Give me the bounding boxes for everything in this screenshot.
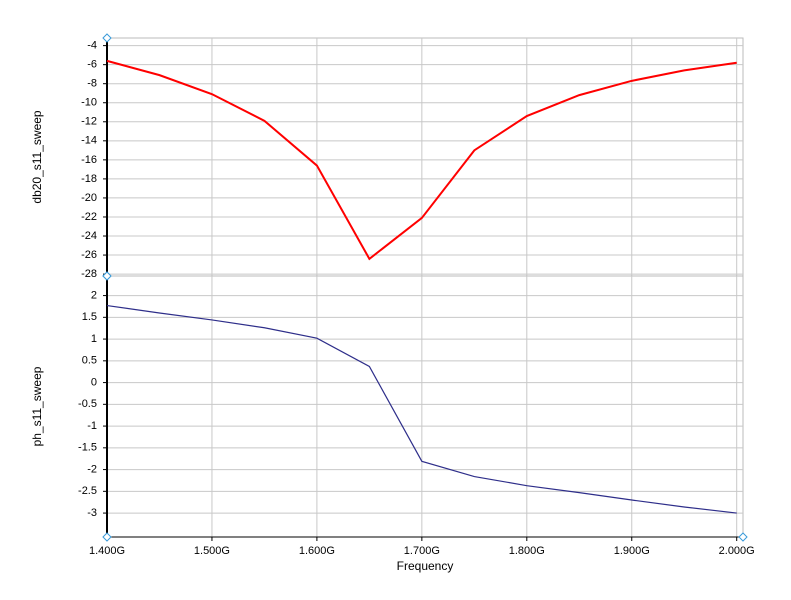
y-tick-label: -1.5 [78, 442, 97, 454]
y-tick-label: 2 [91, 289, 97, 301]
y-axis-title: ph_s11_sweep [30, 366, 44, 446]
data-line [106, 304, 737, 514]
data-line [106, 59, 737, 261]
axis-handle [102, 33, 112, 43]
y-tick-label: -14 [81, 135, 97, 147]
y-tick-label: -16 [81, 154, 97, 166]
y-tick-label: 1.5 [82, 311, 97, 323]
y-tick-label: -0.5 [78, 398, 97, 410]
y-tick-label: -12 [81, 116, 97, 128]
y-tick-label: -2.5 [78, 485, 97, 497]
y-tick-label: 1 [91, 333, 97, 345]
axis-handle [738, 532, 748, 542]
y-tick-label: -22 [81, 211, 97, 223]
x-tick-label: 1.600G [299, 545, 335, 557]
y-tick-label: -2 [87, 463, 97, 475]
x-tick-label: 1.900G [614, 545, 650, 557]
y-tick-label: -20 [81, 192, 97, 204]
y-tick-label: -3 [87, 507, 97, 519]
y-tick-label: -4 [87, 40, 97, 52]
axis-handle [102, 532, 112, 542]
y-tick-label: -26 [81, 249, 97, 261]
y-tick-label: -1 [87, 420, 97, 432]
y-tick-label: -6 [87, 59, 97, 71]
y-tick-label: -10 [81, 97, 97, 109]
y-tick-label: -8 [87, 78, 97, 90]
x-tick-label: 1.800G [509, 545, 545, 557]
x-axis-title: Frequency [397, 559, 454, 573]
y-tick-label: -28 [81, 268, 97, 280]
x-tick-label: 1.700G [404, 545, 440, 557]
x-tick-label: 2.000G [719, 545, 755, 557]
y-tick-label: 0.5 [82, 355, 97, 367]
x-tick-label: 1.400G [89, 545, 125, 557]
y-axis-title: db20_s11_sweep [30, 110, 44, 204]
y-tick-label: 0 [91, 376, 97, 388]
x-tick-label: 1.500G [194, 545, 230, 557]
axis-handle [102, 271, 112, 281]
y-tick-label: -18 [81, 173, 97, 185]
y-tick-label: -24 [81, 230, 97, 242]
